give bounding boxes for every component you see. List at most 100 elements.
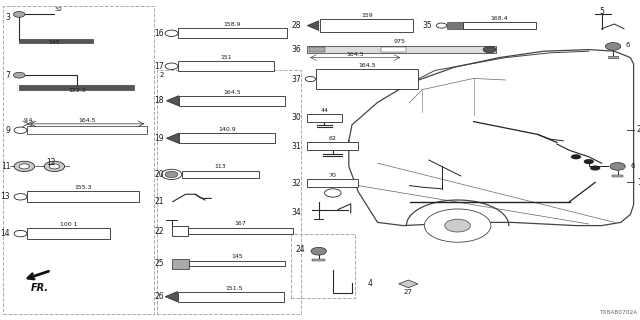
Text: 31: 31 <box>291 142 301 151</box>
Circle shape <box>311 247 326 255</box>
Bar <box>307 179 358 187</box>
Circle shape <box>590 165 600 171</box>
Text: 155.3: 155.3 <box>74 185 92 190</box>
Text: 12: 12 <box>47 158 56 167</box>
Circle shape <box>305 76 316 82</box>
Bar <box>612 175 623 177</box>
Text: 122.5: 122.5 <box>68 88 86 93</box>
Text: 9: 9 <box>5 126 10 135</box>
Text: 6: 6 <box>630 164 635 169</box>
Text: 35: 35 <box>422 21 432 30</box>
Text: 32: 32 <box>54 7 63 12</box>
Circle shape <box>13 72 25 78</box>
Text: 36: 36 <box>291 45 301 54</box>
Circle shape <box>49 164 60 169</box>
Bar <box>19 39 93 43</box>
Bar <box>27 228 110 239</box>
Circle shape <box>161 169 182 180</box>
Circle shape <box>436 23 447 28</box>
Text: 168.4: 168.4 <box>490 16 508 21</box>
Circle shape <box>14 194 27 200</box>
Text: FR.: FR. <box>31 283 49 293</box>
Text: 62: 62 <box>329 136 337 141</box>
Text: 164.5: 164.5 <box>223 90 241 95</box>
Circle shape <box>165 171 178 178</box>
Circle shape <box>424 209 491 242</box>
Text: 37: 37 <box>291 75 301 84</box>
Bar <box>172 259 189 269</box>
Bar <box>291 234 355 298</box>
Polygon shape <box>166 96 179 106</box>
Text: 145: 145 <box>232 254 243 259</box>
Polygon shape <box>166 133 179 143</box>
Text: 159: 159 <box>361 12 372 18</box>
Text: 16: 16 <box>154 29 164 38</box>
Text: 1: 1 <box>637 178 640 187</box>
Bar <box>307 142 358 150</box>
Bar <box>179 133 275 143</box>
Bar <box>178 28 287 38</box>
Circle shape <box>14 161 35 172</box>
Bar <box>381 47 406 52</box>
Bar <box>463 22 536 29</box>
Circle shape <box>13 12 25 17</box>
Text: 164.5: 164.5 <box>358 63 376 68</box>
Circle shape <box>44 161 65 172</box>
Text: 18: 18 <box>154 96 164 105</box>
Text: 2: 2 <box>159 72 164 78</box>
Bar <box>178 292 284 302</box>
Circle shape <box>584 159 594 164</box>
Circle shape <box>483 46 496 53</box>
Circle shape <box>19 164 29 169</box>
Text: 21: 21 <box>154 197 164 206</box>
Text: 167: 167 <box>234 221 246 226</box>
Text: 158.9: 158.9 <box>223 22 241 27</box>
Text: 27: 27 <box>404 289 413 295</box>
Text: 2: 2 <box>637 125 640 134</box>
Text: 4: 4 <box>368 279 373 288</box>
Text: 30: 30 <box>291 113 301 122</box>
Bar <box>320 19 413 32</box>
Text: 5: 5 <box>599 7 604 16</box>
Bar <box>316 69 418 89</box>
Bar <box>157 70 301 314</box>
Circle shape <box>445 219 470 232</box>
Text: 17: 17 <box>154 62 164 71</box>
Bar <box>307 46 496 53</box>
Bar <box>178 61 274 71</box>
Text: 19: 19 <box>154 134 164 143</box>
Text: 44: 44 <box>321 108 328 113</box>
Text: 32: 32 <box>291 179 301 188</box>
Bar <box>27 126 147 134</box>
Text: 145: 145 <box>49 40 60 45</box>
Circle shape <box>571 154 581 159</box>
Text: 6: 6 <box>626 42 630 48</box>
Text: 140.9: 140.9 <box>218 127 236 132</box>
Text: 70: 70 <box>329 173 337 178</box>
Text: 20: 20 <box>154 170 164 179</box>
Text: 151.5: 151.5 <box>225 285 243 291</box>
Circle shape <box>605 43 621 50</box>
Bar <box>188 228 293 234</box>
Text: TX8AB0702A: TX8AB0702A <box>598 310 637 315</box>
Bar <box>27 191 139 202</box>
Circle shape <box>14 127 27 133</box>
Text: 26: 26 <box>154 292 164 301</box>
Circle shape <box>324 189 341 197</box>
Text: 22: 22 <box>154 227 164 236</box>
Text: 164.5: 164.5 <box>78 117 96 123</box>
Text: 164.5: 164.5 <box>346 52 364 57</box>
Text: 25: 25 <box>154 259 164 268</box>
Text: 113: 113 <box>214 164 226 169</box>
Text: 7: 7 <box>5 71 10 80</box>
Polygon shape <box>399 280 418 288</box>
Text: 975: 975 <box>394 39 406 44</box>
Bar <box>307 114 342 122</box>
Text: 151: 151 <box>220 55 232 60</box>
Bar <box>189 261 285 266</box>
Text: 34: 34 <box>291 208 301 217</box>
Bar <box>179 96 285 106</box>
Bar <box>608 56 618 58</box>
Text: 14: 14 <box>1 229 10 238</box>
Bar <box>309 47 325 52</box>
